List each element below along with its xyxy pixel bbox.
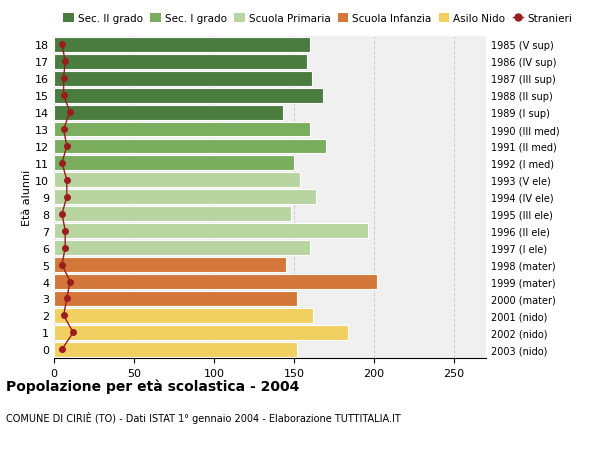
Bar	[54, 173, 301, 188]
Legend: Sec. II grado, Sec. I grado, Scuola Primaria, Scuola Infanzia, Asilo Nido, Stran: Sec. II grado, Sec. I grado, Scuola Prim…	[59, 10, 577, 28]
Bar	[54, 122, 310, 137]
Bar	[54, 308, 313, 323]
Bar	[54, 72, 311, 86]
Bar	[54, 342, 297, 357]
Y-axis label: Età alunni: Età alunni	[22, 169, 32, 225]
Bar	[54, 224, 368, 239]
Bar	[54, 190, 316, 205]
Bar	[54, 274, 377, 289]
Text: Popolazione per età scolastica - 2004: Popolazione per età scolastica - 2004	[6, 379, 299, 393]
Bar	[54, 207, 291, 222]
Bar	[54, 89, 323, 103]
Text: COMUNE DI CIRIÈ (TO) - Dati ISTAT 1° gennaio 2004 - Elaborazione TUTTITALIA.IT: COMUNE DI CIRIÈ (TO) - Dati ISTAT 1° gen…	[6, 411, 401, 423]
Bar	[54, 241, 310, 256]
Bar	[54, 257, 286, 273]
Bar	[54, 139, 326, 154]
Bar	[54, 38, 310, 53]
Bar	[54, 156, 294, 171]
Bar	[54, 55, 307, 69]
Bar	[54, 291, 297, 306]
Bar	[54, 325, 349, 340]
Bar	[54, 106, 283, 120]
